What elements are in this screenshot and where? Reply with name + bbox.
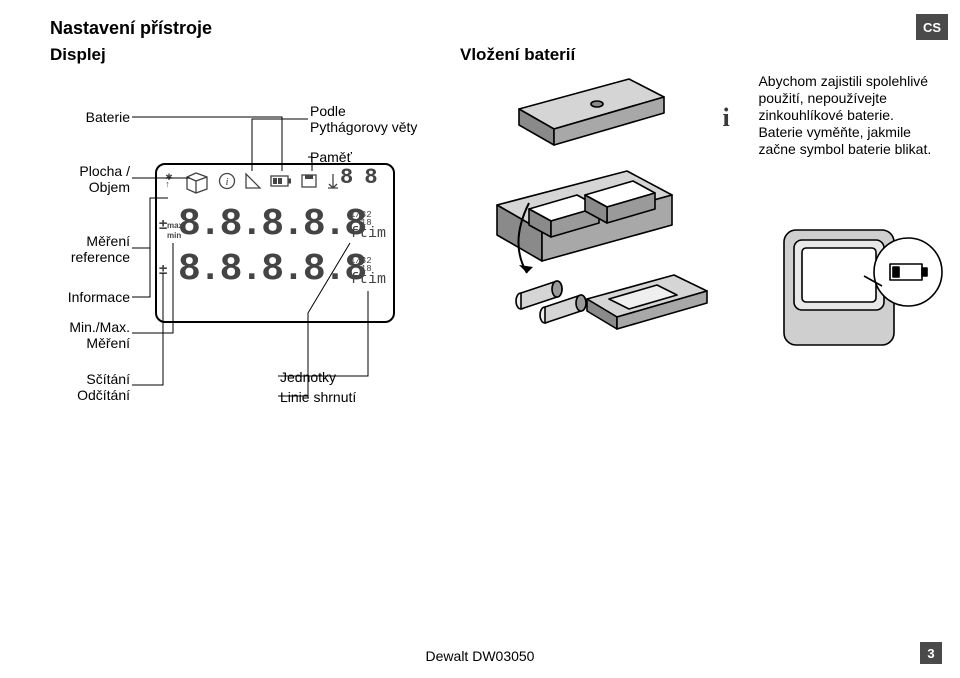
lcd-diagram: ✱↑ i — [50, 73, 469, 373]
label-addsub: SčítáníOdčítání — [40, 371, 130, 403]
label-memory: Paměť — [310, 149, 430, 165]
info-i-icon: i — [722, 103, 729, 133]
area-volume-icon — [184, 168, 210, 194]
label-area-volume: Plocha /Objem — [40, 163, 130, 195]
label-meas-ref: Měřeníreference — [40, 233, 130, 265]
label-units: Jednotky — [280, 369, 400, 385]
unit-2: ftim — [350, 271, 386, 288]
footer: Dewalt DW03050 3 — [0, 648, 960, 664]
label-info: Informace — [40, 289, 130, 305]
memory-icon — [300, 173, 318, 189]
info-icon: i — [218, 172, 236, 190]
plusminus-1: ± — [159, 216, 167, 233]
digits-line-2: 8.8.8.8.8 — [178, 248, 365, 291]
reference-icon — [326, 172, 340, 190]
footer-product: Dewalt DW03050 — [426, 648, 535, 664]
lang-badge: CS — [916, 14, 948, 40]
subtitle-display: Displej — [50, 45, 460, 65]
label-battery: Baterie — [40, 109, 130, 125]
label-summary: Linie shrnutí — [280, 389, 420, 405]
page-number: 3 — [920, 642, 942, 664]
digits-line-1: 8.8.8.8.8 — [178, 203, 365, 246]
battery-icon — [270, 175, 292, 187]
laser-icon: ✱↑ — [162, 174, 176, 188]
subtitle-battery: Vložení baterií — [460, 45, 690, 65]
battery-illustration — [469, 73, 728, 373]
digits-small: 8 8 — [340, 165, 377, 190]
label-minmax: Min./Max.Měření — [40, 319, 130, 351]
info-note: i Abychom zajistili spolehlivé použi­tí,… — [728, 73, 948, 158]
info-text: Abychom zajistili spolehlivé použi­tí, n… — [758, 73, 938, 158]
unit-1: ftim — [350, 225, 386, 242]
page-title: Nastavení přístroje — [50, 18, 948, 39]
pythagoras-icon — [244, 172, 262, 190]
svg-text:i: i — [225, 176, 228, 188]
low-battery-illustration — [778, 220, 948, 350]
label-pyth: PodlePythágorovy věty — [310, 103, 450, 135]
lcd-icon-row: ✱↑ i — [162, 168, 340, 194]
plusminus-2: ± — [159, 261, 167, 278]
